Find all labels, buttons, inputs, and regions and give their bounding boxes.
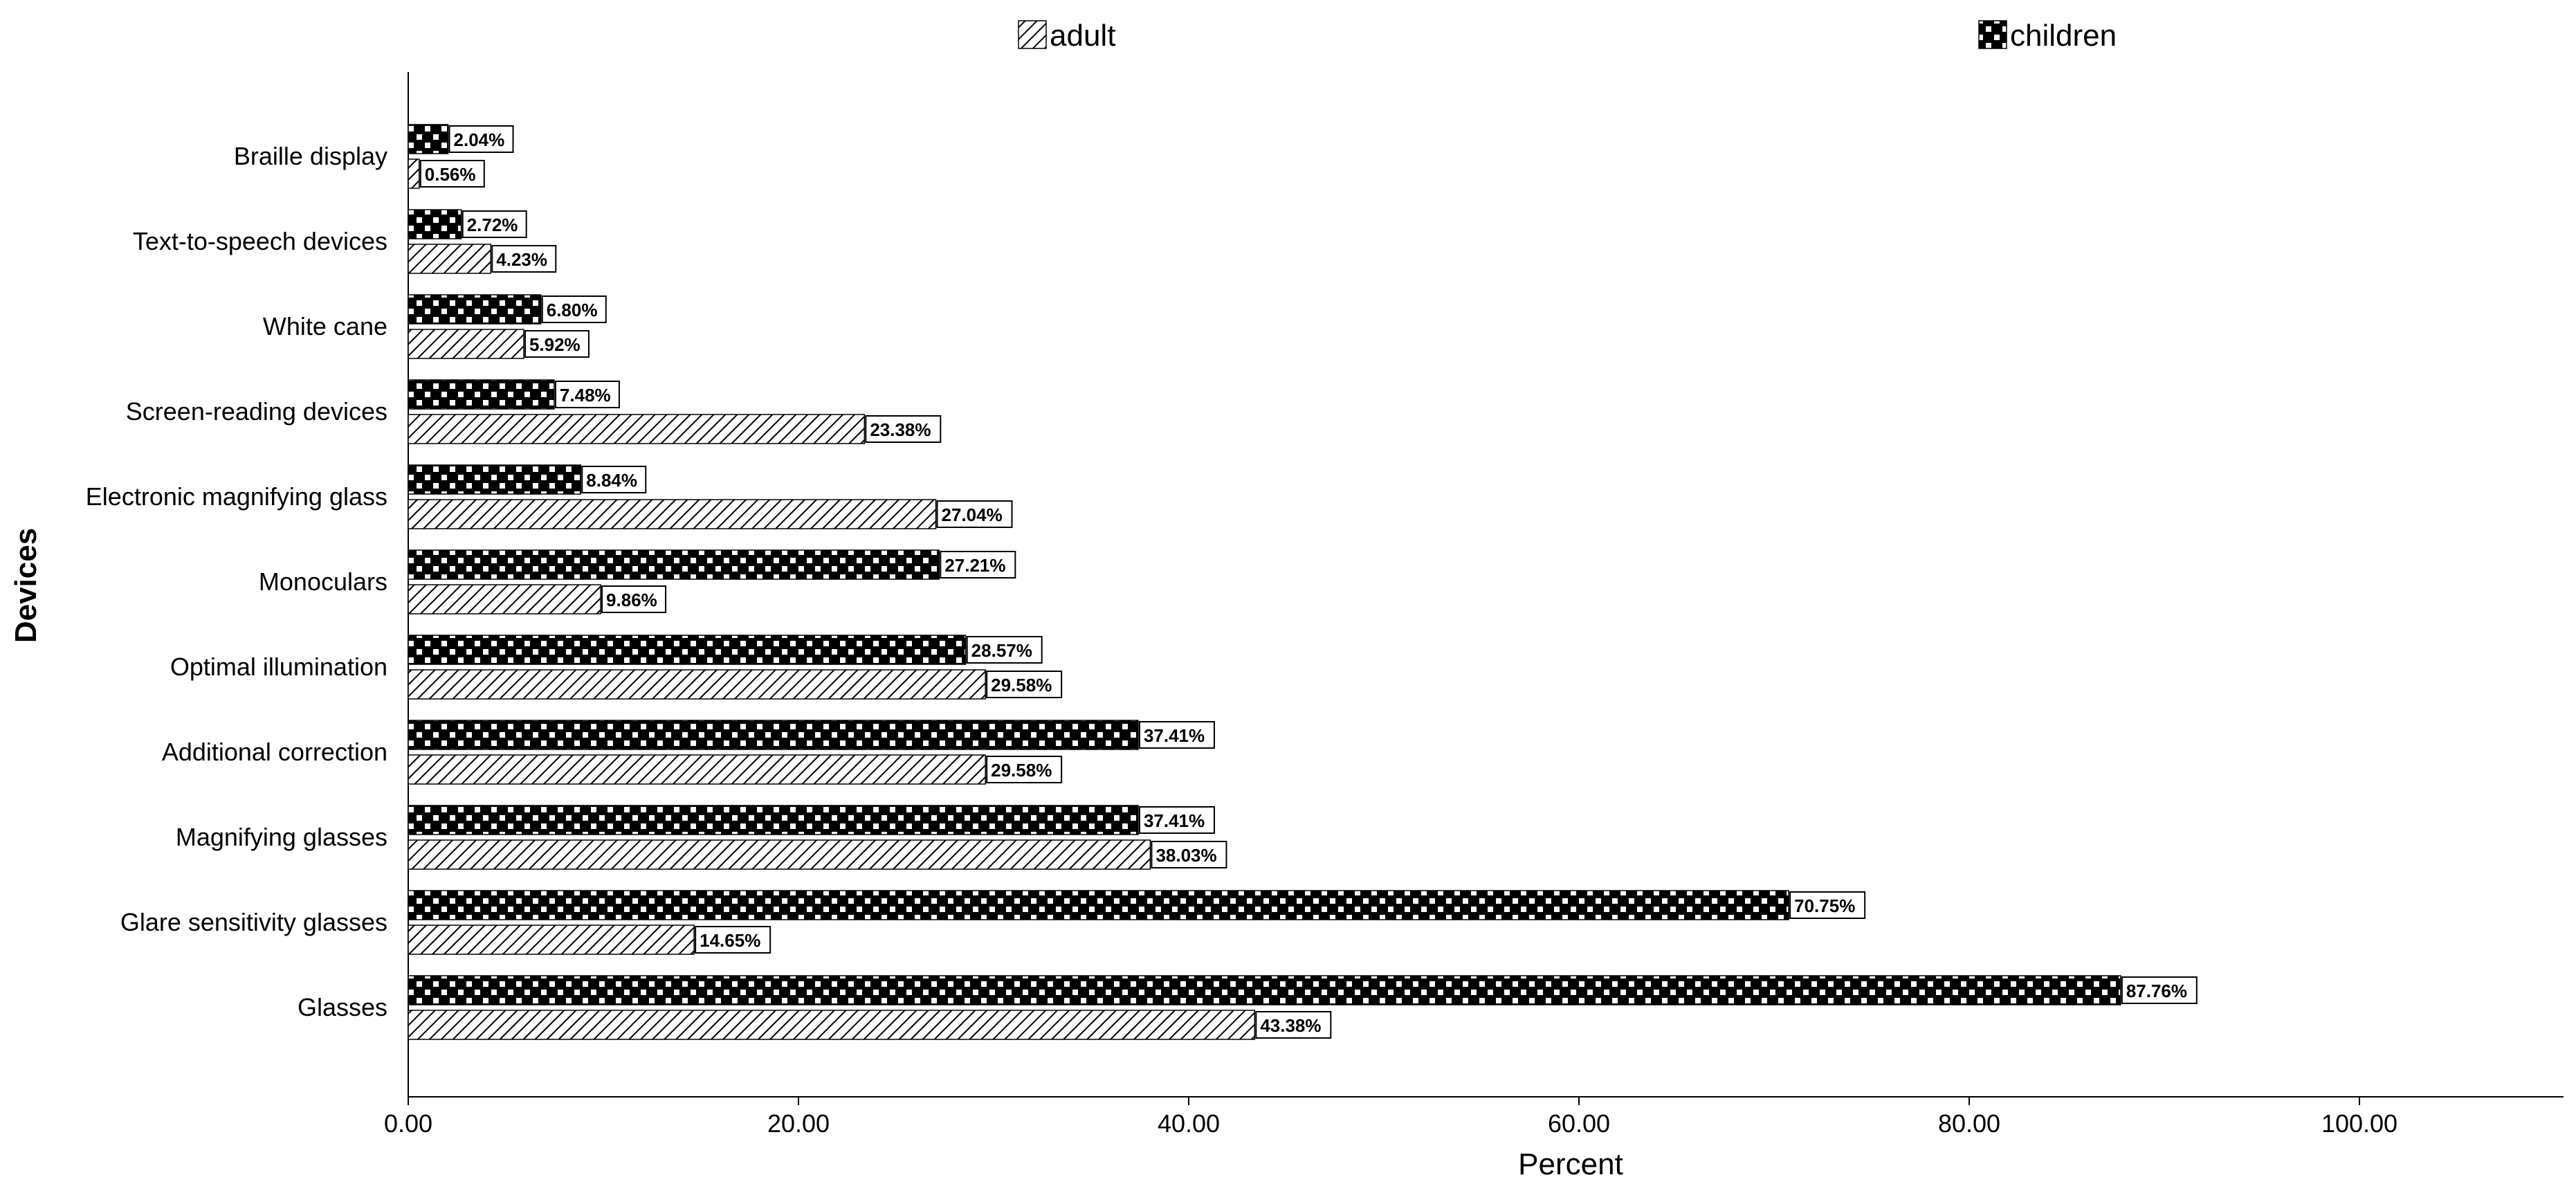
data-label: 5.92% xyxy=(529,334,581,355)
data-label-box xyxy=(491,245,557,273)
data-label-box xyxy=(986,756,1063,783)
y-axis-title: Devices xyxy=(9,528,43,643)
data-label-box xyxy=(695,926,771,954)
legend: adult children xyxy=(1018,19,2117,53)
data-label: 38.03% xyxy=(1155,845,1216,866)
bar-adult xyxy=(408,499,937,529)
bar-children xyxy=(408,549,940,580)
x-tick-label: 100.00 xyxy=(2321,1109,2397,1138)
data-label-box xyxy=(2121,976,2198,1004)
x-tick-label: 40.00 xyxy=(1158,1109,1220,1138)
data-label-box xyxy=(524,330,590,358)
bar-children xyxy=(408,464,582,495)
category-label: Monoculars xyxy=(259,567,387,596)
data-label: 0.56% xyxy=(425,164,476,185)
category-label: Braille display xyxy=(234,142,387,170)
x-tick-label: 60.00 xyxy=(1548,1109,1610,1138)
data-label-box xyxy=(541,295,607,323)
data-label: 6.80% xyxy=(547,300,598,320)
legend-swatch-children xyxy=(1978,20,2007,49)
x-tick-label: 80.00 xyxy=(1938,1109,2000,1138)
data-label-box xyxy=(936,500,1013,528)
data-label: 37.41% xyxy=(1144,725,1205,746)
data-label: 37.41% xyxy=(1144,810,1205,831)
data-label: 9.86% xyxy=(606,590,657,610)
data-label: 70.75% xyxy=(1794,895,1855,916)
data-label-box xyxy=(1255,1011,1332,1039)
bar-adult xyxy=(408,754,986,785)
data-label: 2.04% xyxy=(454,129,505,150)
data-label-box xyxy=(1138,721,1215,749)
data-label-box xyxy=(554,381,620,408)
data-label: 7.48% xyxy=(560,385,611,406)
bar-children xyxy=(408,294,542,325)
bar-children xyxy=(408,209,462,239)
category-label: Screen-reading devices xyxy=(126,397,387,426)
data-label-box xyxy=(601,585,667,613)
category-label: Additional correction xyxy=(162,738,387,766)
category-label: White cane xyxy=(263,312,387,340)
category-label: Optimal illumination xyxy=(170,653,387,681)
bar-children xyxy=(408,975,2121,1005)
data-label-box xyxy=(1789,891,1866,919)
data-label: 4.23% xyxy=(496,249,547,270)
data-label: 8.84% xyxy=(586,470,637,491)
category-label: Glasses xyxy=(298,993,387,1021)
data-label: 43.38% xyxy=(1260,1015,1321,1036)
data-label: 14.65% xyxy=(700,930,760,951)
x-axis-ticks: 0.00 20.00 40.00 60.00 80.00 100.00 xyxy=(384,1097,2397,1138)
bar-adult xyxy=(408,925,695,955)
category-label: Electronic magnifying glass xyxy=(86,482,387,511)
bar-adult xyxy=(408,244,492,274)
bar-adult xyxy=(408,1010,1256,1040)
bar-children xyxy=(408,720,1139,750)
category-label: Text-to-speech devices xyxy=(133,227,387,255)
x-axis-title: Percent xyxy=(1518,1147,1623,1181)
data-label: 29.58% xyxy=(991,675,1052,695)
data-label: 27.21% xyxy=(944,555,1005,576)
bar-adult xyxy=(408,584,601,614)
bar-children xyxy=(408,379,555,410)
bar-children xyxy=(408,635,967,665)
bar-adult xyxy=(408,329,524,359)
data-label: 29.58% xyxy=(991,760,1052,781)
data-label-box xyxy=(419,160,485,188)
category-label: Magnifying glasses xyxy=(176,823,387,851)
data-label: 87.76% xyxy=(2126,981,2187,1001)
category-label: Glare sensitivity glasses xyxy=(120,908,387,936)
data-label-box xyxy=(581,466,647,493)
data-label-box xyxy=(1138,806,1215,834)
x-tick-label: 0.00 xyxy=(384,1109,432,1138)
data-label-box xyxy=(1151,841,1227,868)
bar-children xyxy=(408,124,449,154)
category-labels: Braille display Text-to-speech devices Whi… xyxy=(86,142,387,1021)
data-label-box xyxy=(462,210,527,238)
data-label: 27.04% xyxy=(942,504,1003,525)
data-label: 23.38% xyxy=(870,419,931,440)
bars xyxy=(408,124,2121,1040)
data-label-box xyxy=(940,551,1016,579)
bar-children xyxy=(408,805,1139,835)
data-label-box xyxy=(966,636,1043,664)
data-label-box xyxy=(865,415,942,443)
x-tick-label: 20.00 xyxy=(767,1109,830,1138)
data-label-box xyxy=(448,125,514,153)
legend-item-children: children xyxy=(1978,19,2117,53)
bar-adult xyxy=(408,158,420,189)
data-label: 28.57% xyxy=(971,640,1032,661)
legend-item-adult: adult xyxy=(1018,19,1115,53)
legend-swatch-adult xyxy=(1018,20,1047,49)
bar-adult xyxy=(408,414,866,444)
data-label-box xyxy=(986,671,1063,698)
data-labels: 2.04% 0.56% 2.72% 4.23% 6.80% 5.92% 7.48% 23.38… xyxy=(419,125,2198,1039)
bar-adult xyxy=(408,839,1151,870)
bar-adult xyxy=(408,669,986,700)
data-label: 2.72% xyxy=(467,215,518,235)
bar-children xyxy=(408,890,1789,920)
legend-label-children: children xyxy=(2010,19,2117,53)
legend-label-adult: adult xyxy=(1050,19,1115,53)
